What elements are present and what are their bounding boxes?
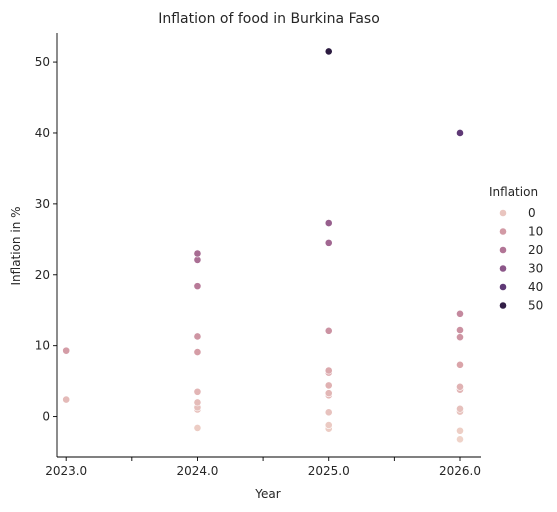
plot-area [62, 47, 464, 444]
data-point [193, 249, 202, 258]
y-axis-label: Inflation in % [9, 206, 23, 285]
data-point [456, 129, 464, 137]
data-point [193, 398, 202, 407]
legend: Inflation 0 10 20 30 40 50 [489, 185, 543, 313]
legend-label: 30 [528, 262, 543, 276]
x-axis-label: Year [254, 487, 280, 501]
data-point [456, 426, 464, 435]
data-point [324, 219, 333, 227]
y-tick-label: 40 [35, 126, 50, 140]
data-point [193, 282, 202, 291]
legend-title: Inflation [489, 185, 538, 199]
data-point [324, 421, 333, 429]
data-point [324, 366, 333, 375]
data-point [62, 346, 71, 355]
data-point [193, 424, 202, 432]
data-point [324, 238, 333, 247]
data-point [193, 348, 202, 356]
data-point [324, 326, 333, 335]
data-point [324, 408, 333, 417]
y-tick-label: 0 [42, 410, 50, 424]
legend-marker [499, 301, 507, 310]
x-tick-label: 2023.0 [45, 464, 87, 478]
data-point [324, 381, 333, 390]
legend-marker [499, 209, 507, 217]
data-point [456, 360, 464, 369]
legend-label: 0 [528, 206, 536, 220]
y-tick-label: 20 [35, 268, 50, 282]
y-tick-label: 30 [35, 197, 50, 211]
data-point [456, 309, 464, 318]
y-tick-label: 50 [35, 55, 50, 69]
data-point [193, 387, 202, 396]
data-point [456, 404, 464, 413]
legend-label: 40 [528, 280, 543, 294]
legend-marker [499, 246, 507, 254]
x-tick-label: 2024.0 [176, 464, 218, 478]
y-axis: 0 10 20 30 40 50 [35, 33, 58, 457]
x-tick-label: 2026.0 [439, 464, 481, 478]
legend-label: 10 [528, 225, 543, 239]
data-point [456, 333, 464, 342]
data-point [324, 389, 333, 398]
legend-label: 50 [528, 299, 543, 313]
legend-marker [499, 227, 507, 236]
legend-marker [499, 283, 507, 291]
data-point [456, 382, 464, 391]
x-axis: 2023.0 2024.0 2025.0 2026.0 [45, 456, 481, 478]
x-tick-label: 2025.0 [308, 464, 350, 478]
legend-label: 20 [528, 243, 543, 257]
data-point [62, 395, 71, 404]
data-point [456, 435, 464, 444]
legend-marker [499, 264, 507, 273]
data-point [193, 332, 202, 341]
y-tick-label: 10 [35, 339, 50, 353]
data-point [456, 326, 464, 334]
data-point [324, 47, 333, 56]
chart-title: Inflation of food in Burkina Faso [158, 11, 380, 27]
